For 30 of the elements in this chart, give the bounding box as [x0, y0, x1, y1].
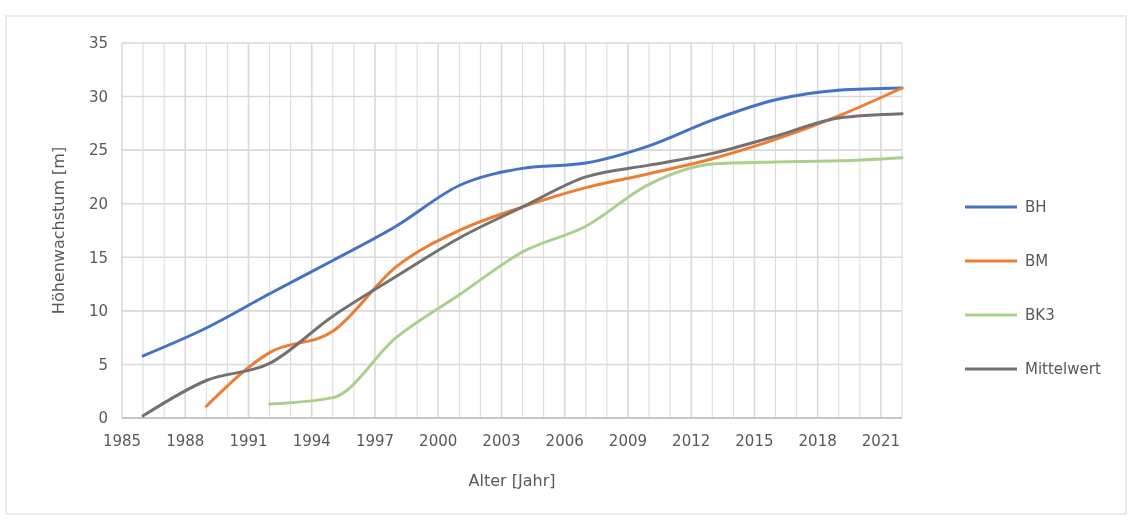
y-tick-label: 5	[98, 355, 108, 374]
line-series	[141, 112, 904, 418]
legend-label: BM	[1025, 252, 1049, 271]
x-tick-label: 2012	[672, 432, 711, 450]
x-tick-label: 1997	[355, 432, 395, 450]
line-series	[268, 156, 904, 406]
x-tick-label: 1988	[166, 432, 205, 450]
x-tick-label: 2018	[798, 432, 837, 450]
y-tick-label: 30	[88, 87, 108, 106]
x-tick-label: 2006	[545, 432, 584, 450]
legend-label: Mittelwert	[1025, 360, 1101, 379]
x-tick-label: 2009	[608, 432, 648, 450]
y-axis-title: Höhenwachstum [m]	[49, 146, 68, 315]
x-tick-label: 1994	[292, 432, 331, 450]
x-tick-label: 2021	[861, 432, 901, 450]
legend-label: BK3	[1025, 306, 1055, 325]
x-axis-title: Alter [Jahr]	[468, 471, 556, 490]
x-tick-label: 2015	[735, 432, 774, 450]
y-tick-label: 10	[88, 302, 108, 321]
x-tick-label: 2000	[419, 432, 458, 450]
x-tick-label: 1991	[229, 432, 268, 450]
y-tick-label: 25	[88, 141, 108, 160]
x-tick-label: 1985	[102, 432, 142, 450]
line-series	[204, 86, 904, 408]
y-tick-label: 35	[88, 34, 108, 53]
y-tick-label: 0	[98, 409, 108, 428]
y-tick-label: 15	[88, 248, 108, 267]
legend-label: BH	[1025, 198, 1047, 217]
y-tick-label: 20	[88, 194, 108, 213]
x-tick-label: 2003	[482, 432, 521, 450]
